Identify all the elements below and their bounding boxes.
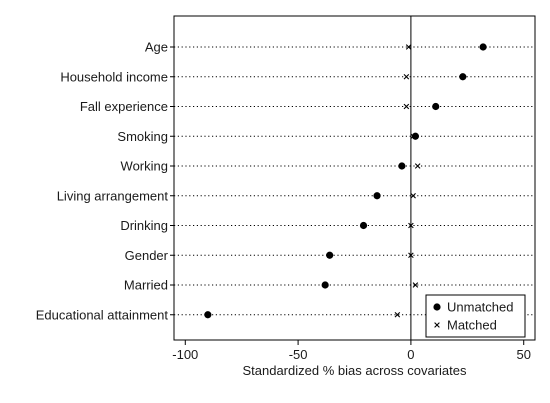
y-tick-labels: Age Household income Fall experience Smokin… (36, 40, 174, 322)
matched-point (405, 44, 412, 50)
y-tick-label: Smoking (117, 129, 168, 144)
x-axis-title: Standardized % bias across covariates (242, 363, 467, 378)
y-tick-label: Age (145, 40, 168, 55)
y-tick-label: Working (121, 159, 168, 174)
legend-x-glyph (434, 322, 440, 328)
y-tick-label: Living arrangement (57, 188, 169, 203)
x-tick-label: -100 (172, 347, 198, 362)
matched-point (410, 192, 416, 199)
unmatched-point (326, 251, 334, 259)
matched-point (403, 73, 410, 80)
plot-area-frame (173, 15, 536, 341)
legend-label-unmatched: Unmatched (447, 300, 513, 315)
unmatched-point (411, 132, 420, 140)
x-tick-label: 50 (516, 347, 530, 362)
legend: Unmatched Matched (425, 294, 526, 338)
matched-point (394, 311, 401, 318)
y-tick-label: Gender (125, 248, 169, 263)
y-tick-label: Drinking (120, 218, 168, 233)
unmatched-point (373, 192, 381, 200)
y-tick-label: Married (124, 278, 168, 293)
legend-label-matched: Matched (447, 318, 497, 333)
data-markers (204, 43, 487, 319)
legend-box (425, 294, 526, 338)
matched-point (410, 133, 416, 140)
unmatched-point (479, 43, 487, 51)
matched-point (414, 163, 421, 169)
x-axis-ticks: -100 -50 0 50 (172, 340, 531, 362)
x-tick-label: 0 (407, 347, 414, 362)
y-tick-label: Educational attainment (36, 307, 169, 322)
matched-point (408, 222, 414, 229)
matched-point (408, 252, 414, 259)
unmatched-point (359, 221, 368, 230)
y-tick-label: Household income (60, 69, 168, 84)
unmatched-point (398, 162, 406, 170)
unmatched-point (321, 281, 329, 289)
matched-point (412, 282, 419, 288)
y-tick-label: Fall experience (80, 99, 168, 114)
matched-point (403, 103, 410, 110)
unmatched-point (204, 311, 212, 319)
x-tick-label: -50 (289, 347, 308, 362)
legend-marker-matched (434, 322, 440, 328)
unmatched-point (459, 73, 467, 81)
unmatched-point (432, 102, 440, 111)
legend-marker-unmatched (433, 303, 441, 311)
